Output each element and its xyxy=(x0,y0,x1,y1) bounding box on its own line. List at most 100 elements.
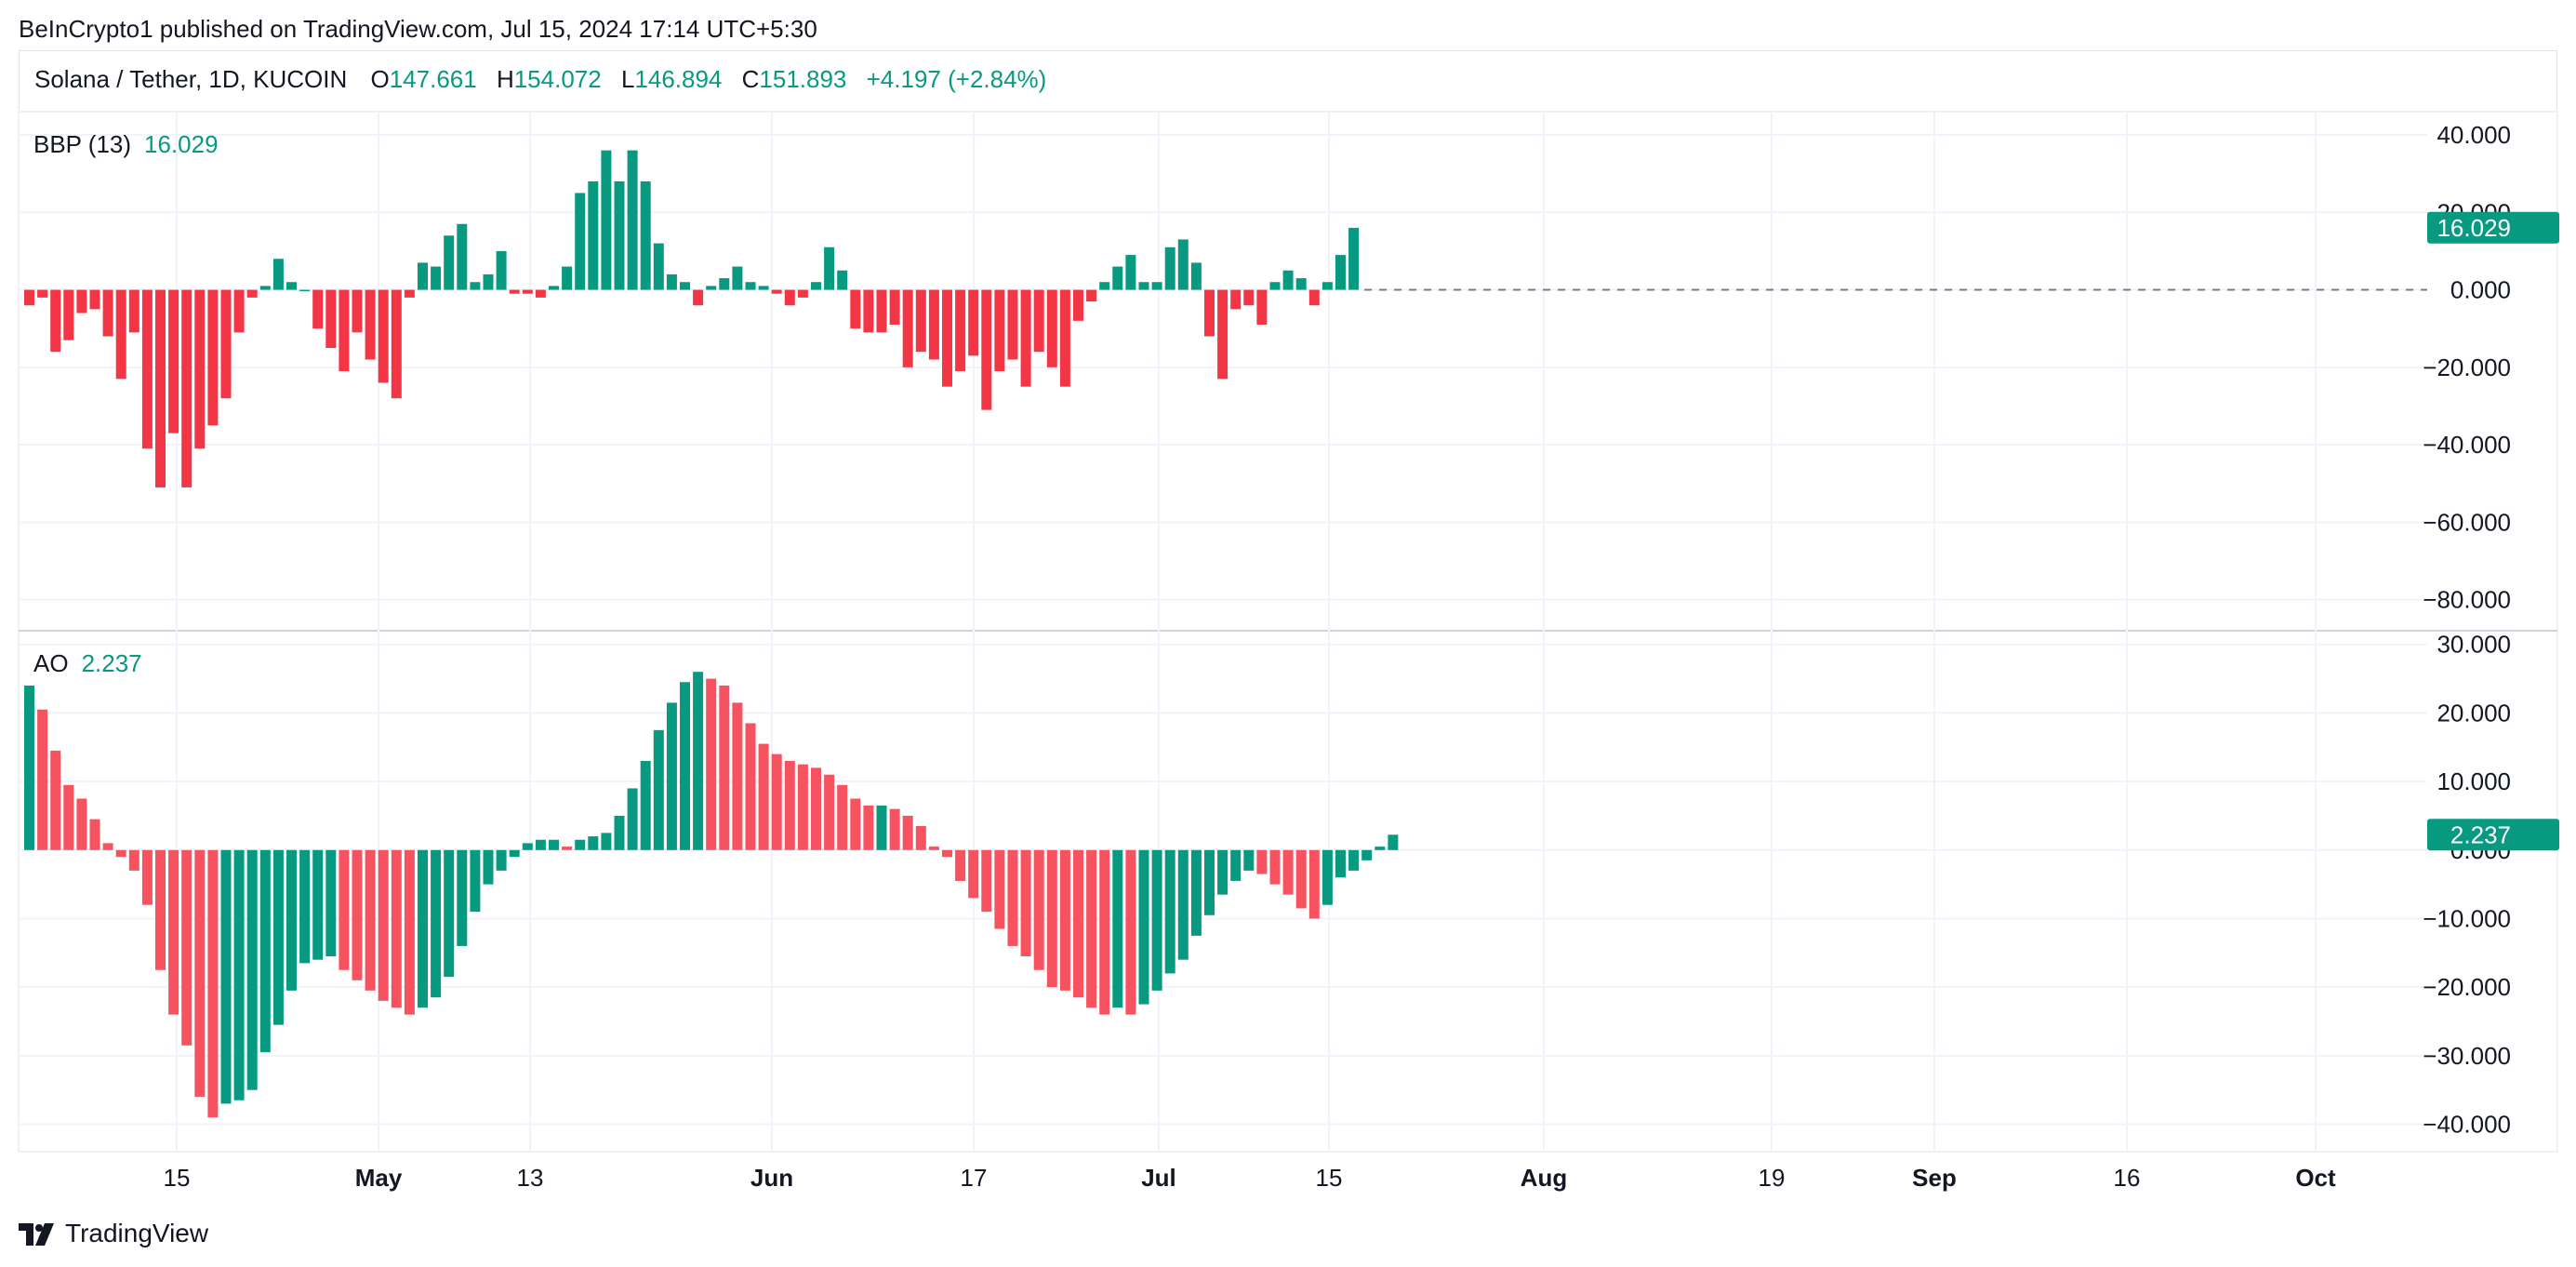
ao-bar xyxy=(1217,849,1228,895)
symbol-name[interactable]: Solana / Tether, 1D, KUCOIN xyxy=(34,65,348,93)
bbp-bar xyxy=(325,289,337,349)
bbp-bar xyxy=(1007,289,1018,360)
ao-bar xyxy=(1230,849,1242,881)
bbp-y-tick-label: 40.000 xyxy=(2437,121,2511,149)
tradingview-brand[interactable]: TradingView xyxy=(19,1219,208,1248)
bbp-bar xyxy=(575,193,586,290)
x-tick-label: Jun xyxy=(750,1164,793,1192)
ao-bar xyxy=(155,849,166,970)
x-tick-label: Oct xyxy=(2295,1164,2336,1192)
bbp-bar xyxy=(889,289,900,326)
ao-bar xyxy=(1033,849,1044,970)
ao-y-tick-label: 20.000 xyxy=(2437,699,2511,727)
bbp-bar xyxy=(771,289,782,294)
bbp-bar xyxy=(981,289,992,410)
ao-bar xyxy=(627,788,638,850)
ao-bar xyxy=(693,672,704,850)
bbp-bar xyxy=(535,289,546,298)
bbp-bar xyxy=(444,235,455,290)
ao-bar xyxy=(37,709,48,850)
ao-bar xyxy=(549,839,559,850)
bbp-bar xyxy=(758,286,769,290)
bbp-bar xyxy=(784,289,795,306)
bbp-bar xyxy=(312,289,324,329)
symbol-ohlc-line: Solana / Tether, 1D, KUCOIN O147.661 H15… xyxy=(34,65,1059,94)
bbp-legend-value: 16.029 xyxy=(144,130,219,158)
bbp-bar xyxy=(102,289,113,337)
ao-bar xyxy=(299,849,311,964)
ao-bar xyxy=(431,849,442,998)
ao-legend-name: AO xyxy=(33,649,69,677)
ao-bar xyxy=(745,723,756,850)
ao-bar xyxy=(1348,849,1360,871)
ao-bar xyxy=(457,849,468,946)
ao-bar xyxy=(233,849,245,1100)
ao-bar xyxy=(76,798,87,850)
x-tick-label: 16 xyxy=(2114,1164,2141,1192)
ao-bar xyxy=(706,678,717,850)
bbp-legend[interactable]: BBP (13) 16.029 xyxy=(33,130,219,159)
ao-bar xyxy=(1335,849,1346,878)
bbp-bar xyxy=(1348,227,1360,290)
ao-bar xyxy=(352,849,363,980)
ao-bar xyxy=(259,849,271,1053)
bbp-bar xyxy=(378,289,389,383)
bbp-bar xyxy=(601,150,612,290)
ao-bar xyxy=(1321,849,1333,905)
bbp-bar xyxy=(299,289,311,292)
bbp-bar xyxy=(719,278,730,290)
close-value: 151.893 xyxy=(759,65,847,93)
bbp-bar xyxy=(850,289,861,329)
bbp-bar xyxy=(155,289,166,487)
bbp-y-tick-label: 0.000 xyxy=(2450,276,2511,304)
bbp-bar xyxy=(797,289,808,298)
bbp-y-tick-label: −80.000 xyxy=(2423,586,2511,614)
bbp-bar xyxy=(1073,289,1083,321)
ao-bar xyxy=(1007,849,1018,946)
ao-bar xyxy=(220,849,232,1104)
ao-bar xyxy=(509,849,520,858)
bbp-bar xyxy=(863,289,874,333)
bbp-bar xyxy=(928,289,939,360)
ao-bar xyxy=(470,849,481,913)
bbp-bar xyxy=(194,289,206,449)
high-value: 154.072 xyxy=(513,65,602,93)
bbp-bar xyxy=(509,289,520,294)
symbol-legend-bar: Solana / Tether, 1D, KUCOIN O147.661 H15… xyxy=(19,50,2557,110)
ao-bar xyxy=(680,682,690,850)
bbp-bar xyxy=(1308,289,1320,306)
x-tick-label: Jul xyxy=(1141,1164,1176,1192)
ao-bar xyxy=(614,815,625,850)
ao-bar xyxy=(1269,849,1281,885)
ao-bar xyxy=(876,805,887,850)
ao-bar xyxy=(339,849,350,970)
bbp-bar xyxy=(1321,282,1333,290)
ao-last-value-tag xyxy=(2427,819,2559,851)
bbp-bar xyxy=(994,289,1005,371)
ao-legend-value: 2.237 xyxy=(81,649,142,677)
bbp-bar xyxy=(141,289,153,449)
x-tick-label: 13 xyxy=(517,1164,544,1192)
bbp-bar xyxy=(1217,289,1228,380)
bbp-bar xyxy=(1256,289,1268,326)
ao-bar xyxy=(128,849,139,871)
bbp-bar xyxy=(811,282,821,290)
ao-bar xyxy=(1256,849,1268,874)
ao-legend[interactable]: AO 2.237 xyxy=(33,649,142,678)
bbp-bar xyxy=(352,289,363,333)
bbp-bar xyxy=(1046,289,1057,367)
bbp-bar xyxy=(1204,289,1215,337)
bbp-bar xyxy=(168,289,179,433)
x-tick-label: May xyxy=(355,1164,403,1192)
ao-bar xyxy=(784,761,795,850)
ao-bar xyxy=(889,808,900,850)
bbp-y-tick-label: −40.000 xyxy=(2423,431,2511,459)
bbp-bar xyxy=(1033,289,1044,353)
ao-bar xyxy=(1099,849,1110,1015)
tradingview-logo-icon xyxy=(19,1222,56,1246)
open-value: 147.661 xyxy=(389,65,477,93)
bbp-bar xyxy=(457,223,468,290)
ao-bar xyxy=(444,849,455,978)
bbp-bar xyxy=(181,289,193,487)
